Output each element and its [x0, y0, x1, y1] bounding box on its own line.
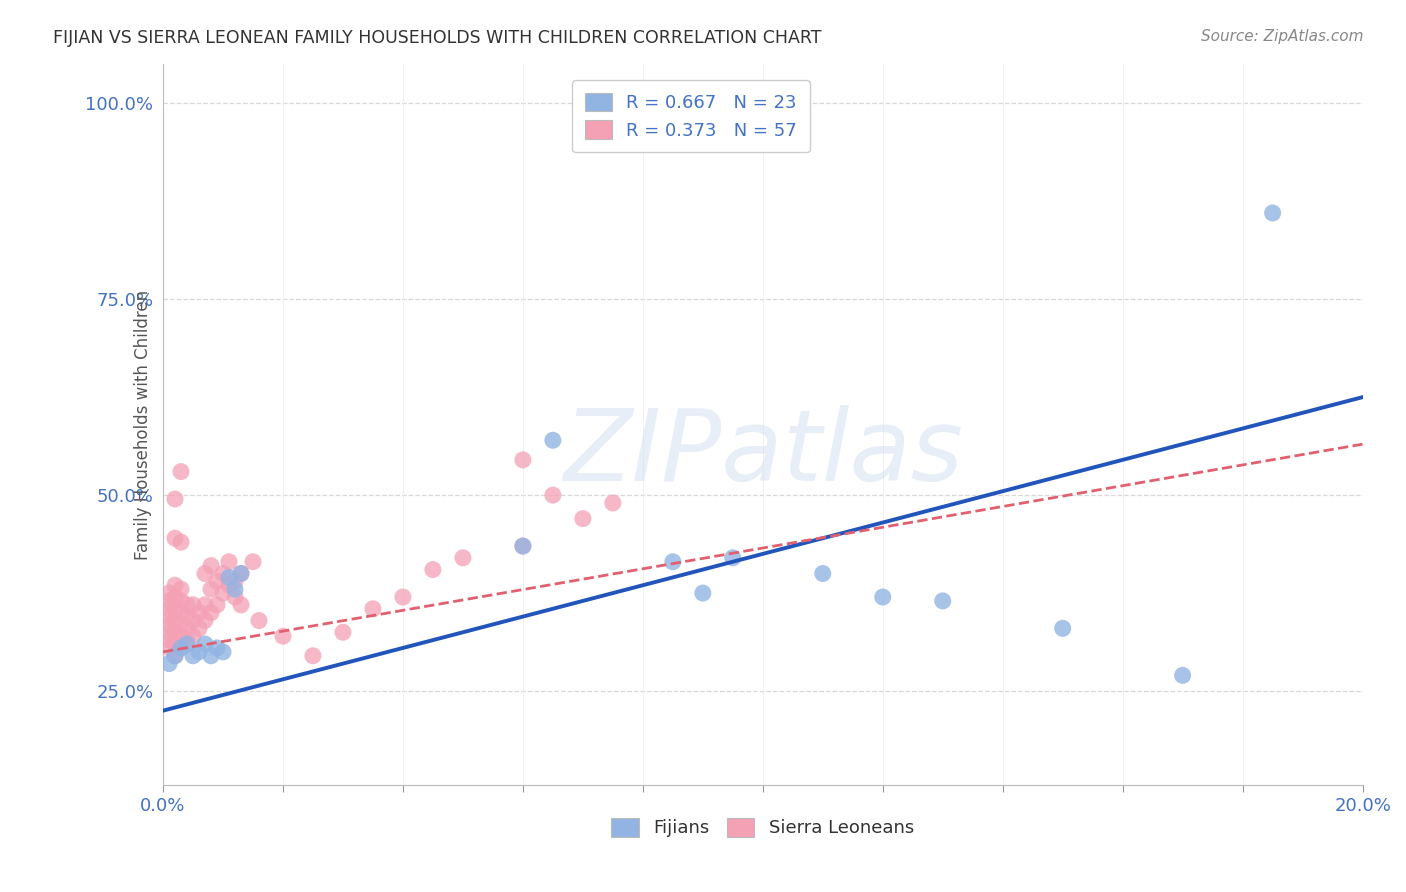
Point — [212, 645, 235, 659]
Text: FIJIAN VS SIERRA LEONEAN FAMILY HOUSEHOLDS WITH CHILDREN CORRELATION CHART: FIJIAN VS SIERRA LEONEAN FAMILY HOUSEHOL… — [53, 29, 823, 46]
Point — [157, 601, 180, 615]
Point — [157, 586, 180, 600]
Point — [176, 633, 198, 648]
Text: Source: ZipAtlas.com: Source: ZipAtlas.com — [1201, 29, 1364, 44]
Point — [163, 625, 186, 640]
Point — [205, 640, 228, 655]
Point — [176, 609, 198, 624]
Point — [170, 640, 193, 655]
Point — [163, 578, 186, 592]
Point — [188, 606, 211, 620]
Point — [512, 539, 534, 553]
Point — [157, 625, 180, 640]
Point — [163, 648, 186, 663]
Point — [721, 550, 744, 565]
Point — [247, 614, 270, 628]
Point — [170, 465, 193, 479]
Point — [229, 566, 252, 581]
Point — [229, 598, 252, 612]
Point — [157, 617, 180, 632]
Point — [572, 511, 595, 525]
Point — [1261, 206, 1284, 220]
Point — [163, 590, 186, 604]
Point — [163, 601, 186, 615]
Point — [170, 535, 193, 549]
Point — [271, 629, 294, 643]
Point — [242, 555, 264, 569]
Point — [181, 629, 204, 643]
Point — [157, 594, 180, 608]
Point — [229, 566, 252, 581]
Point — [170, 582, 193, 596]
Point — [422, 563, 444, 577]
Point — [194, 566, 217, 581]
Point — [170, 640, 193, 655]
Point — [181, 648, 204, 663]
Point — [602, 496, 624, 510]
Point — [811, 566, 834, 581]
Point — [181, 598, 204, 612]
Text: ZIPatlas: ZIPatlas — [562, 405, 963, 502]
Point — [512, 453, 534, 467]
Point — [662, 555, 685, 569]
Point — [163, 531, 186, 545]
Point — [200, 648, 222, 663]
Point — [176, 637, 198, 651]
Point — [212, 586, 235, 600]
Point — [188, 645, 211, 659]
Point — [163, 648, 186, 663]
Point — [157, 633, 180, 648]
Point — [200, 606, 222, 620]
Point — [872, 590, 894, 604]
Point — [224, 590, 246, 604]
Point — [1052, 621, 1074, 635]
Point — [541, 488, 564, 502]
Point — [212, 566, 235, 581]
Point — [176, 621, 198, 635]
Point — [1171, 668, 1194, 682]
Point — [332, 625, 354, 640]
Point — [200, 558, 222, 573]
Point — [170, 617, 193, 632]
Point — [218, 570, 240, 584]
Point — [157, 657, 180, 671]
Point — [541, 434, 564, 448]
Point — [361, 601, 384, 615]
Point — [170, 594, 193, 608]
Point — [170, 606, 193, 620]
Point — [188, 621, 211, 635]
Point — [194, 637, 217, 651]
Point — [157, 609, 180, 624]
Point — [451, 550, 474, 565]
Point — [205, 598, 228, 612]
Legend: Fijians, Sierra Leoneans: Fijians, Sierra Leoneans — [605, 811, 921, 845]
Point — [163, 637, 186, 651]
Point — [181, 614, 204, 628]
Point — [176, 598, 198, 612]
Point — [302, 648, 325, 663]
Point — [200, 582, 222, 596]
Point — [692, 586, 714, 600]
Point — [224, 574, 246, 589]
Point — [932, 594, 955, 608]
Point — [194, 614, 217, 628]
Point — [218, 555, 240, 569]
Point — [205, 574, 228, 589]
Point — [157, 640, 180, 655]
Point — [163, 491, 186, 506]
Point — [170, 629, 193, 643]
Y-axis label: Family Households with Children: Family Households with Children — [134, 290, 152, 559]
Point — [392, 590, 415, 604]
Point — [194, 598, 217, 612]
Point — [163, 614, 186, 628]
Point — [224, 582, 246, 596]
Point — [512, 539, 534, 553]
Point — [218, 578, 240, 592]
